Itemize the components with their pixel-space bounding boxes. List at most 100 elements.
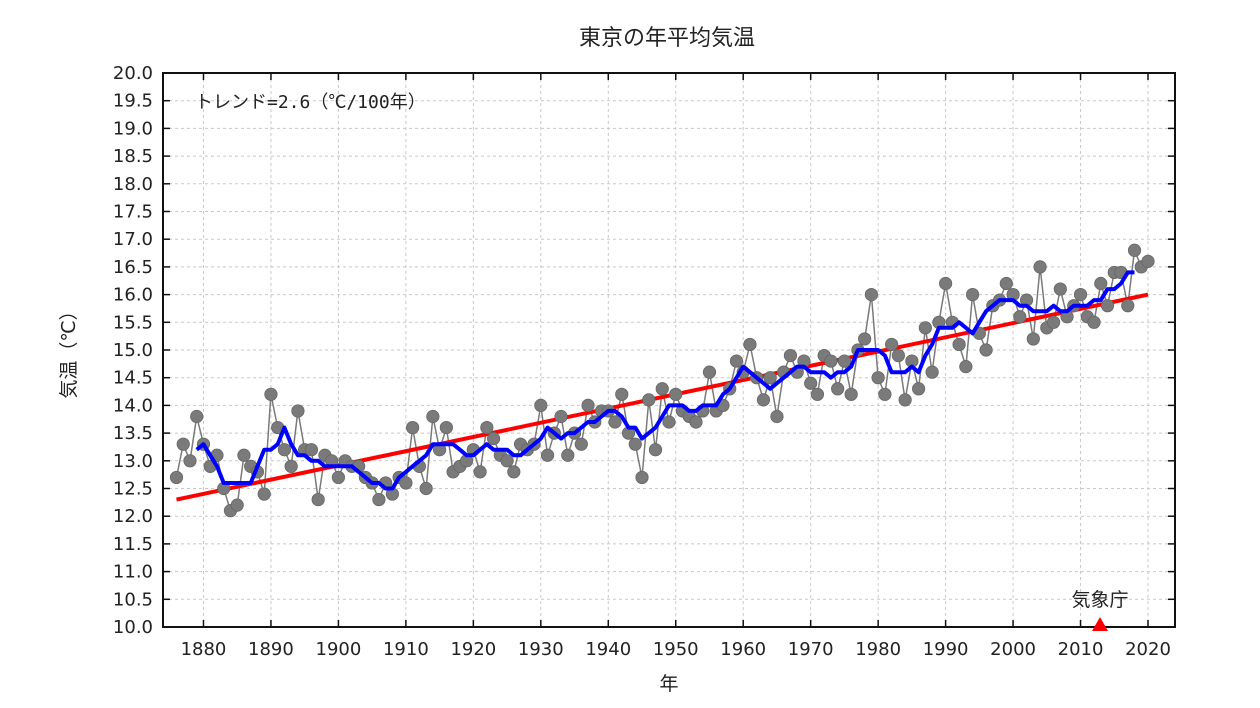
y-tick-label: 18.5 xyxy=(113,146,153,167)
annual-point xyxy=(918,321,932,335)
x-axis-ticks: 1880 1890 1900 1910 1920 1930 1940 1950 1960 1970… xyxy=(181,73,1171,660)
annual-point xyxy=(540,448,555,462)
x-tick-label: 1950 xyxy=(653,639,699,660)
x-tick-label: 1960 xyxy=(720,639,766,660)
x-tick-label: 1880 xyxy=(181,639,227,660)
annual-point xyxy=(1094,276,1108,291)
annual-point xyxy=(635,470,649,485)
y-tick-label: 13.0 xyxy=(113,451,153,472)
x-tick-label: 1910 xyxy=(383,639,429,660)
annual-point xyxy=(628,437,642,451)
y-tick-label: 19.0 xyxy=(113,118,153,139)
y-tick-label: 19.5 xyxy=(113,91,153,112)
annual-point xyxy=(1026,332,1040,346)
y-tick-label: 11.5 xyxy=(113,534,153,555)
y-tick-label: 15.5 xyxy=(113,312,153,333)
y-tick-label: 14.5 xyxy=(113,368,153,389)
annual-point xyxy=(507,465,521,479)
annual-point xyxy=(1100,299,1115,313)
annual-point xyxy=(642,393,656,407)
annual-point xyxy=(729,354,744,368)
annual-point xyxy=(426,409,440,424)
annual-point xyxy=(763,371,777,385)
annual-point xyxy=(891,348,905,363)
annual-point xyxy=(1073,287,1088,302)
annual-point xyxy=(959,360,973,374)
annual-point xyxy=(743,337,757,352)
annual-point xyxy=(689,415,703,429)
annual-point xyxy=(1127,243,1142,257)
plot-border xyxy=(162,72,1176,628)
annual-point xyxy=(871,371,885,385)
annual-point xyxy=(291,404,305,418)
y-tick-label: 20.0 xyxy=(113,63,153,84)
annual-point xyxy=(480,420,494,435)
annual-point xyxy=(810,387,825,401)
annual-point xyxy=(844,387,858,401)
annual-point xyxy=(783,348,798,363)
annual-point xyxy=(837,354,852,368)
annual-point xyxy=(561,448,575,462)
y-tick-label: 13.5 xyxy=(113,423,153,444)
annual-point xyxy=(608,415,622,429)
y-tick-label: 16.0 xyxy=(113,285,153,306)
annual-point xyxy=(662,415,676,429)
x-tick-label: 2020 xyxy=(1125,639,1171,660)
y-tick-label: 12.0 xyxy=(113,506,153,527)
annual-point xyxy=(1033,260,1047,274)
annual-point xyxy=(176,437,190,451)
annual-point xyxy=(952,337,966,352)
annual-point xyxy=(169,470,184,485)
moving-average-line xyxy=(195,270,1135,491)
annual-point xyxy=(999,276,1013,291)
annual-point xyxy=(925,365,939,379)
y-tick-label: 10.0 xyxy=(113,617,153,638)
annual-point xyxy=(655,382,669,396)
annual-point xyxy=(581,398,595,412)
x-tick-label: 1970 xyxy=(788,639,834,660)
annual-point xyxy=(1121,299,1135,313)
annual-point xyxy=(912,382,926,396)
annual-point xyxy=(406,420,420,435)
annual-point xyxy=(898,393,912,407)
annual-point xyxy=(770,409,784,424)
x-tick-label: 1890 xyxy=(248,639,294,660)
annual-point xyxy=(183,454,197,468)
annual-point xyxy=(615,387,629,401)
annual-point xyxy=(1087,315,1101,329)
y-tick-label: 14.0 xyxy=(113,395,153,416)
annual-point xyxy=(979,343,993,357)
annual-point xyxy=(1046,315,1061,329)
y-axis-label: 気温（℃） xyxy=(58,301,80,398)
y-tick-label: 11.0 xyxy=(113,562,153,583)
annual-point xyxy=(486,432,501,446)
x-tick-label: 1980 xyxy=(855,639,901,660)
annual-point xyxy=(284,459,298,473)
credit-label: 気象庁 xyxy=(1071,589,1128,611)
annual-point xyxy=(264,387,278,401)
x-tick-label: 2000 xyxy=(990,639,1036,660)
x-tick-label: 1920 xyxy=(450,639,496,660)
chart-title: 東京の年平均気温 xyxy=(579,26,755,51)
y-tick-label: 15.0 xyxy=(113,340,153,361)
annual-point xyxy=(1013,310,1027,324)
annual-point xyxy=(648,443,663,457)
annual-point xyxy=(864,287,879,302)
annual-point xyxy=(1141,254,1155,268)
annual-point xyxy=(372,492,386,507)
annual-point xyxy=(756,393,771,407)
y-tick-label: 17.0 xyxy=(113,229,153,250)
y-tick-label: 17.5 xyxy=(113,202,153,223)
annual-point xyxy=(190,409,204,424)
annual-point xyxy=(804,376,818,390)
y-axis-ticks: 10.0 10.5 11.0 11.5 12.0 12.5 13.0 13.5 14.0 14.5… xyxy=(113,63,1175,638)
annual-point xyxy=(230,498,244,512)
x-tick-label: 2010 xyxy=(1058,639,1104,660)
annual-point xyxy=(824,354,838,368)
annual-point xyxy=(237,448,251,462)
annual-point xyxy=(574,437,588,451)
grid xyxy=(163,72,1175,628)
annual-series-line xyxy=(175,247,1149,513)
annual-point xyxy=(304,443,319,457)
annual-point xyxy=(419,481,433,496)
